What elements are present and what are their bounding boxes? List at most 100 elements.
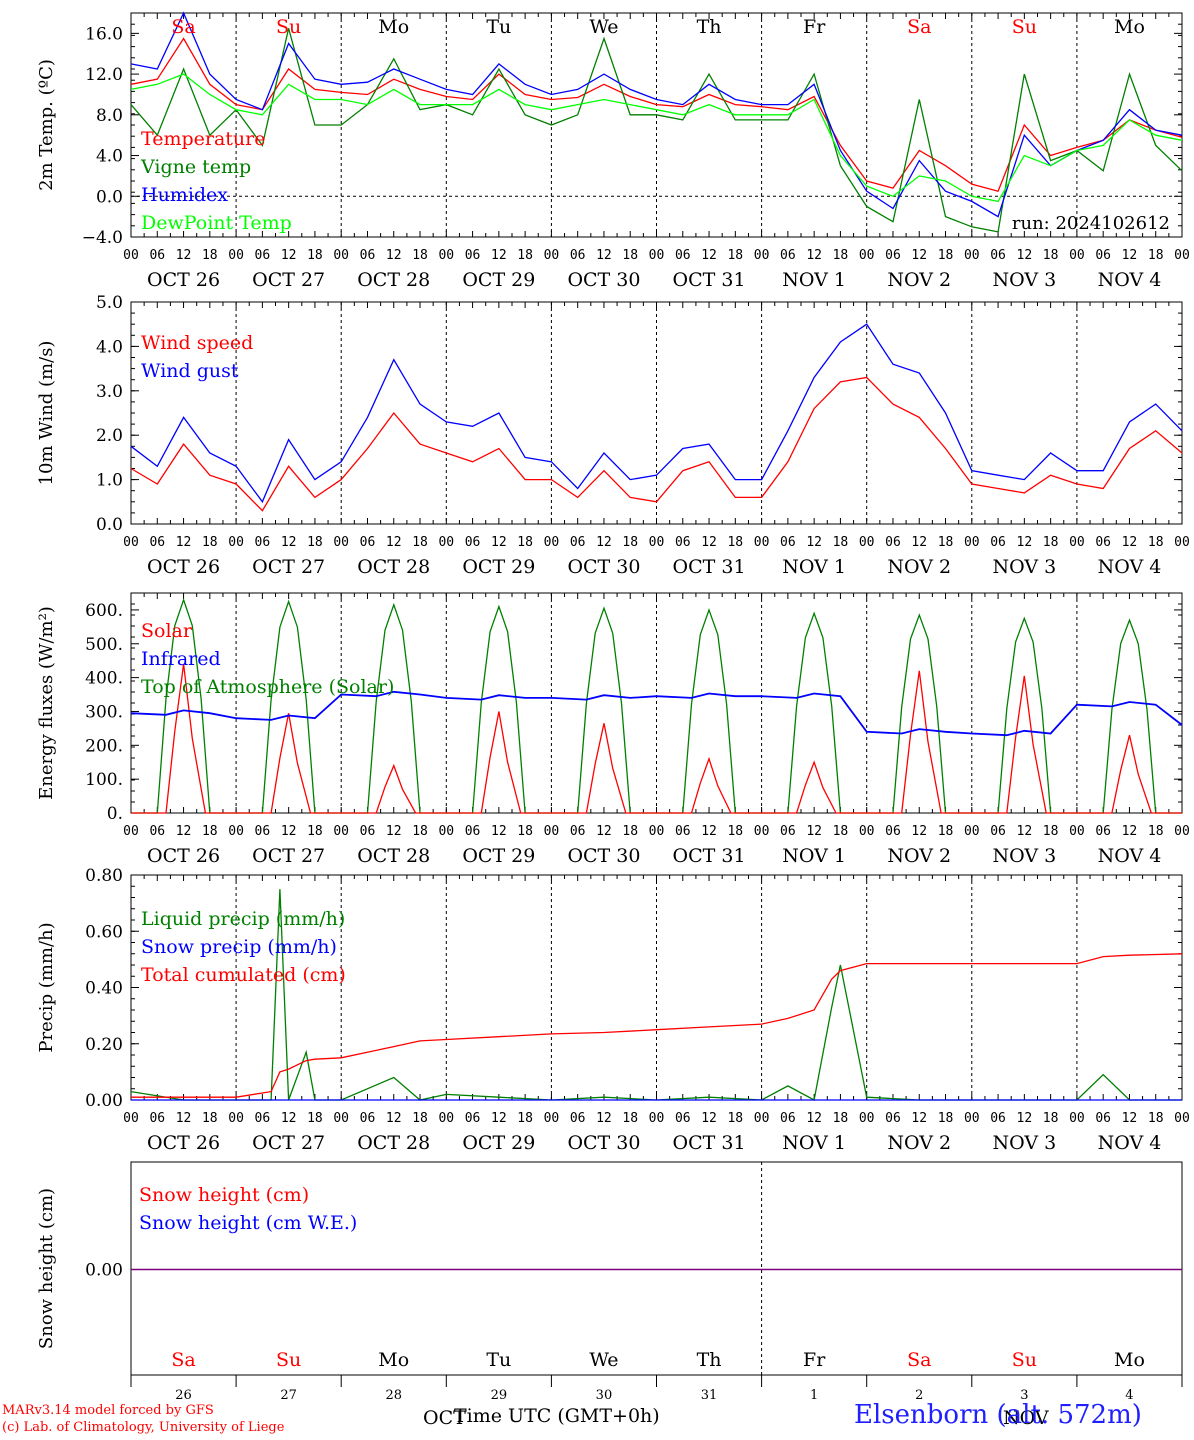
- y-tick-label: 100.: [85, 770, 123, 790]
- date-label: OCT 28: [357, 845, 430, 867]
- hour-label: 12: [281, 248, 297, 263]
- hour-label: 12: [911, 824, 927, 839]
- hour-label: 06: [149, 535, 165, 550]
- hour-label: 06: [990, 824, 1006, 839]
- date-label: NOV 2: [887, 1132, 951, 1154]
- hour-label: 00: [438, 248, 454, 263]
- hour-label: 00: [333, 824, 349, 839]
- date-label: NOV 4: [1098, 1132, 1162, 1154]
- date-label: OCT 26: [147, 1132, 220, 1154]
- day-letter: Sa: [907, 1349, 931, 1371]
- y-tick-label: 0.: [107, 804, 123, 824]
- hour-label: 18: [517, 248, 533, 263]
- hour-label: 06: [570, 535, 586, 550]
- hour-label: 00: [649, 1111, 665, 1126]
- date-label: NOV 2: [887, 556, 951, 578]
- hour-label: 06: [360, 824, 376, 839]
- hour-label: 18: [1148, 1111, 1164, 1126]
- hour-label: 18: [202, 824, 218, 839]
- hour-label: 00: [333, 1111, 349, 1126]
- y-tick-label: 2.0: [96, 426, 123, 446]
- hour-label: 18: [622, 248, 638, 263]
- hour-label: 12: [491, 535, 507, 550]
- hour-label: 00: [438, 1111, 454, 1126]
- hour-label: 18: [1148, 824, 1164, 839]
- hour-label: 12: [281, 1111, 297, 1126]
- hour-label: 06: [1095, 824, 1111, 839]
- hour-label: 06: [1095, 535, 1111, 550]
- hour-label: 06: [1095, 1111, 1111, 1126]
- y-tick-label: 0.0: [96, 187, 123, 207]
- hour-label: 18: [412, 535, 428, 550]
- hour-label: 18: [1043, 535, 1059, 550]
- hour-label: 00: [333, 535, 349, 550]
- hour-label: 12: [806, 248, 822, 263]
- y-axis-title: 2m Temp. (ºC): [36, 59, 57, 191]
- hour-label: 18: [517, 535, 533, 550]
- hour-label: 00: [754, 535, 770, 550]
- hour-label: 06: [149, 248, 165, 263]
- day-number: 30: [596, 1388, 613, 1403]
- date-label: OCT 31: [673, 845, 746, 867]
- hour-label: 18: [622, 824, 638, 839]
- y-tick-label: 0.80: [85, 866, 123, 886]
- hour-label: 06: [465, 248, 481, 263]
- day-number: 4: [1125, 1388, 1133, 1403]
- date-label: OCT 27: [252, 1132, 325, 1154]
- date-label: OCT 29: [462, 1132, 535, 1154]
- date-label: NOV 2: [887, 269, 951, 291]
- hour-label: 00: [754, 1111, 770, 1126]
- hour-label: 00: [1174, 248, 1190, 263]
- hour-label: 06: [149, 824, 165, 839]
- date-label: NOV 4: [1098, 556, 1162, 578]
- hour-label: 06: [990, 1111, 1006, 1126]
- hour-label: 12: [911, 1111, 927, 1126]
- day-letter: Tu: [486, 16, 511, 38]
- credits: MARv3.14 model forced by GFS (c) Lab. of…: [2, 1402, 284, 1436]
- hour-label: 06: [675, 824, 691, 839]
- hour-label: 12: [596, 824, 612, 839]
- hour-label: 18: [833, 535, 849, 550]
- legend-vigne-temp: Vigne temp: [140, 156, 251, 178]
- hour-label: 18: [202, 535, 218, 550]
- hour-label: 06: [255, 824, 271, 839]
- date-label: NOV 3: [992, 1132, 1056, 1154]
- y-tick-label: 0.60: [85, 922, 123, 942]
- hour-label: 12: [806, 535, 822, 550]
- series-total-cumulated-cm-: [131, 953, 1183, 1098]
- hour-label: 00: [228, 248, 244, 263]
- month-label: NOV: [1003, 1407, 1049, 1429]
- hour-label: 06: [570, 824, 586, 839]
- hour-label: 12: [386, 1111, 402, 1126]
- y-tick-label: 300.: [85, 702, 123, 722]
- hour-label: 06: [465, 1111, 481, 1126]
- date-label: NOV 4: [1098, 845, 1162, 867]
- date-label: NOV 1: [782, 269, 846, 291]
- hour-label: 00: [544, 248, 560, 263]
- y-tick-label: 0.40: [85, 979, 123, 999]
- y-tick-label: 0.20: [85, 1035, 123, 1055]
- hour-label: 12: [1017, 248, 1033, 263]
- date-label: OCT 28: [357, 269, 430, 291]
- date-label: OCT 30: [567, 845, 640, 867]
- date-label: NOV 3: [992, 556, 1056, 578]
- y-axis-title: Snow height (cm): [36, 1188, 57, 1349]
- date-label: NOV 3: [992, 845, 1056, 867]
- date-label: OCT 30: [567, 269, 640, 291]
- day-letter: Sa: [171, 1349, 195, 1371]
- hour-label: 00: [1069, 824, 1085, 839]
- hour-label: 12: [386, 248, 402, 263]
- hour-label: 06: [780, 248, 796, 263]
- date-label: OCT 26: [147, 269, 220, 291]
- hour-label: 00: [859, 248, 875, 263]
- hour-label: 00: [228, 1111, 244, 1126]
- legend-snow-height-cm-w-e-: Snow height (cm W.E.): [139, 1212, 357, 1234]
- y-tick-label: 0.0: [96, 515, 123, 535]
- hour-label: 18: [517, 824, 533, 839]
- date-label: NOV 1: [782, 845, 846, 867]
- hour-label: 00: [859, 824, 875, 839]
- hour-label: 12: [1122, 535, 1138, 550]
- hour-label: 12: [386, 535, 402, 550]
- hour-label: 00: [1174, 535, 1190, 550]
- hour-label: 12: [701, 824, 717, 839]
